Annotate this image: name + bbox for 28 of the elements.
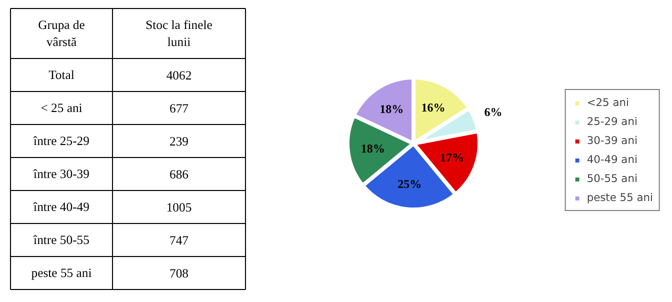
category-label: între 25-29 xyxy=(32,134,90,148)
text: Stoc la finele lunii xyxy=(146,18,213,49)
category-label: peste 55 ani xyxy=(31,266,92,280)
data-label: 18% xyxy=(360,142,385,156)
text: Grupa de vârstă xyxy=(38,18,86,49)
data-label: 686 xyxy=(170,168,188,182)
data-label: 239 xyxy=(170,134,188,148)
category-label: între 30-39 xyxy=(32,167,90,181)
data-label: 4062 xyxy=(166,68,192,82)
legend-label: 25-29 ani xyxy=(586,115,638,128)
data-label: 677 xyxy=(170,102,188,116)
category-label: între 50-55 xyxy=(32,233,90,247)
legend-label: 40-49 ani xyxy=(586,153,638,166)
legend-label: 30-39 ani xyxy=(586,134,638,147)
category-label: Total xyxy=(48,68,75,82)
data-label: 18% xyxy=(380,102,404,116)
data-label: 16% xyxy=(421,100,446,115)
data-label: 1005 xyxy=(166,200,192,214)
category-label: < 25 ani xyxy=(40,101,83,115)
data-label: 25% xyxy=(398,177,422,192)
legend-label: peste 55 ani xyxy=(586,191,653,204)
data-label: 708 xyxy=(170,266,188,280)
data-label: 17% xyxy=(440,150,464,164)
category-label: între 40-49 xyxy=(32,200,90,214)
legend-label: 50-55 ani xyxy=(586,172,638,185)
legend-label: <25 ani xyxy=(586,96,629,109)
data-label: 6% xyxy=(484,104,502,119)
data-label: 747 xyxy=(170,234,188,248)
